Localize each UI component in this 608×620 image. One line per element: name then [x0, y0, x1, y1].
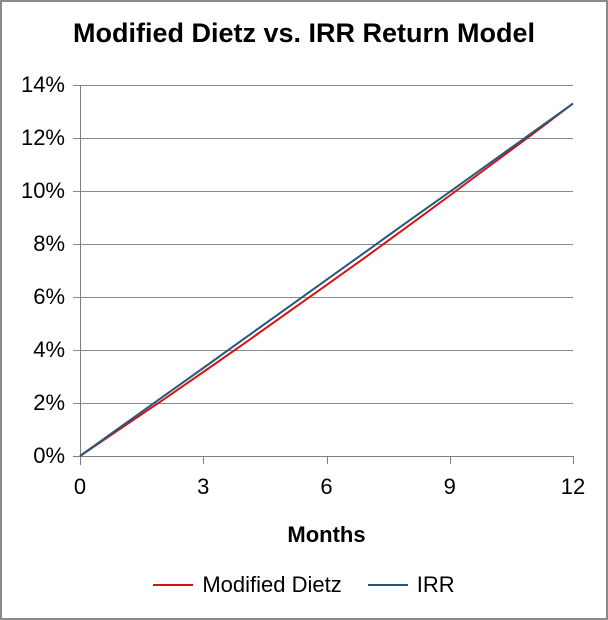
legend-label-modified-dietz: Modified Dietz [202, 572, 342, 597]
x-tick-label: 6 [320, 474, 333, 499]
x-tick-label: 3 [197, 474, 210, 499]
y-tick-label: 12% [20, 125, 65, 150]
y-tick-label: 6% [33, 284, 65, 309]
y-tick-label: 10% [20, 178, 65, 203]
modified-dietz-line-swatch [153, 584, 194, 586]
y-tick-label: 8% [33, 231, 65, 256]
y-tick-label: 0% [33, 443, 65, 468]
legend-item-modified-dietz: Modified Dietz [153, 572, 342, 598]
legend: Modified Dietz IRR [2, 572, 606, 598]
irr-line-swatch [367, 584, 408, 586]
x-tick-label: 0 [73, 474, 87, 499]
legend-label-irr: IRR [416, 572, 455, 597]
chart-title: Modified Dietz vs. IRR Return Model [72, 18, 536, 48]
legend-item-irr: IRR [367, 572, 455, 598]
x-tick-label: 12 [560, 474, 586, 499]
y-tick-label: 2% [33, 390, 65, 415]
y-tick-label: 14% [20, 72, 65, 97]
x-tick-label: 9 [443, 474, 456, 499]
series-line-modified-dietz [79, 102, 574, 457]
x-axis-title: Months [287, 522, 366, 547]
series-line-irr [79, 102, 574, 457]
y-tick-label: 4% [33, 337, 65, 362]
